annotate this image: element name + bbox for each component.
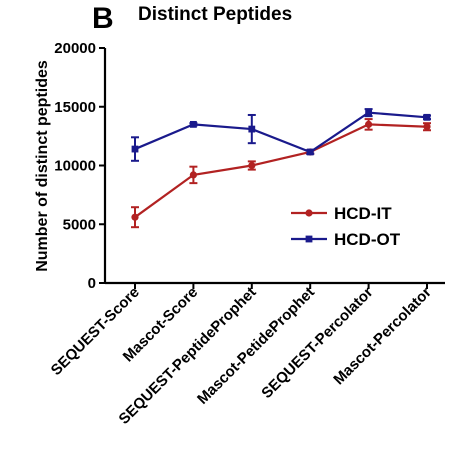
data-point: [423, 123, 431, 131]
legend-label: HCD-OT: [334, 230, 401, 249]
y-tick-label: 0: [88, 275, 96, 292]
data-point: [248, 161, 256, 170]
y-tick-label: 10000: [54, 158, 96, 175]
x-tick-label: SEQUEST-Percolator: [258, 284, 376, 402]
panel-letter: B: [92, 2, 114, 35]
x-ticks: SEQUEST-ScoreMascot-ScoreSEQUEST-Peptide…: [48, 283, 435, 428]
y-axis-label: Number of distinct peptides: [34, 60, 51, 272]
series-hcd-ot: [131, 108, 431, 162]
data-point: [306, 148, 314, 156]
series-line: [134, 123, 428, 219]
legend: HCD-IT HCD-OT: [291, 204, 401, 249]
x-tick-label: Mascot-PetideProphet: [194, 284, 318, 408]
data-point: [423, 113, 431, 121]
data-point: [189, 171, 197, 179]
legend-marker: [305, 235, 313, 243]
data-point: [248, 125, 256, 133]
data-point: [131, 213, 139, 221]
y-tick-label: 20000: [54, 40, 96, 57]
x-tick-label: Mascot-Percolator: [330, 284, 435, 389]
y-tick-label: 15000: [54, 99, 96, 116]
series-line: [134, 111, 428, 154]
data-point: [365, 120, 373, 128]
y-ticks: 0 5000 10000 15000 20000: [54, 40, 105, 292]
data-point: [190, 120, 197, 128]
legend-label: HCD-IT: [334, 204, 392, 223]
data-point: [365, 109, 372, 117]
x-tick-label: SEQUEST-Score: [48, 284, 143, 379]
chart-title: Distinct Peptides: [138, 4, 292, 25]
data-point: [131, 145, 139, 153]
legend-marker: [305, 209, 313, 217]
y-tick-label: 5000: [63, 216, 96, 233]
series-layer: [131, 108, 431, 229]
